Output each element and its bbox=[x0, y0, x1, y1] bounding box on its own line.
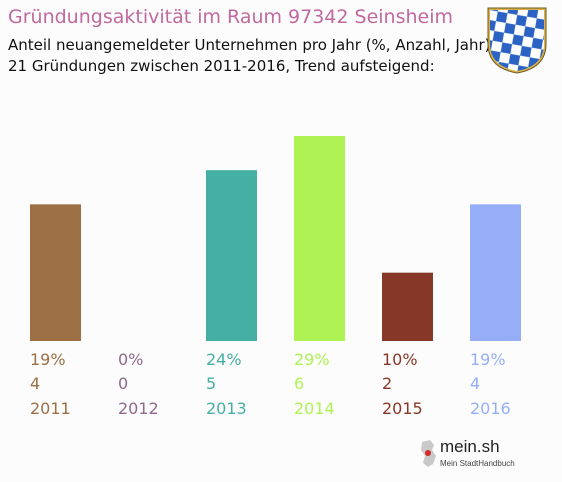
year-label-2016: 2016 bbox=[470, 399, 511, 418]
percent-label-2015: 10% bbox=[382, 350, 418, 369]
brand-logo-text: mein.sh bbox=[440, 437, 500, 456]
brand-tagline: Mein StadtHandbuch bbox=[440, 459, 515, 468]
year-label-2013: 2013 bbox=[206, 399, 247, 418]
bar-2014 bbox=[294, 136, 345, 341]
percent-label-2011: 19% bbox=[30, 350, 66, 369]
count-label-2011: 4 bbox=[30, 374, 40, 393]
count-label-2015: 2 bbox=[382, 374, 392, 393]
percent-label-2013: 24% bbox=[206, 350, 242, 369]
bar-2015 bbox=[382, 272, 433, 341]
count-label-2012: 0 bbox=[118, 374, 128, 393]
year-label-2015: 2015 bbox=[382, 399, 423, 418]
count-label-2013: 5 bbox=[206, 374, 216, 393]
count-label-2016: 4 bbox=[470, 374, 480, 393]
percent-label-2012: 0% bbox=[118, 350, 143, 369]
germany-map-icon bbox=[421, 440, 436, 467]
bar-2013 bbox=[206, 170, 257, 341]
year-label-2011: 2011 bbox=[30, 399, 71, 418]
chart-title: Gründungsaktivität im Raum 97342 Seinshe… bbox=[8, 6, 454, 28]
bavarian-coat-of-arms-icon bbox=[487, 7, 547, 74]
year-label-2014: 2014 bbox=[294, 399, 335, 418]
bar-2011 bbox=[30, 204, 81, 341]
percent-label-2016: 19% bbox=[470, 350, 506, 369]
year-label-2012: 2012 bbox=[118, 399, 159, 418]
count-label-2014: 6 bbox=[294, 374, 304, 393]
chart-subtitle-line1: Anteil neuangemeldeter Unternehmen pro J… bbox=[8, 36, 491, 54]
chart-subtitle-line2: 21 Gründungen zwischen 2011-2016, Trend … bbox=[8, 57, 435, 75]
percent-label-2014: 29% bbox=[294, 350, 330, 369]
bar-2016 bbox=[470, 204, 521, 341]
